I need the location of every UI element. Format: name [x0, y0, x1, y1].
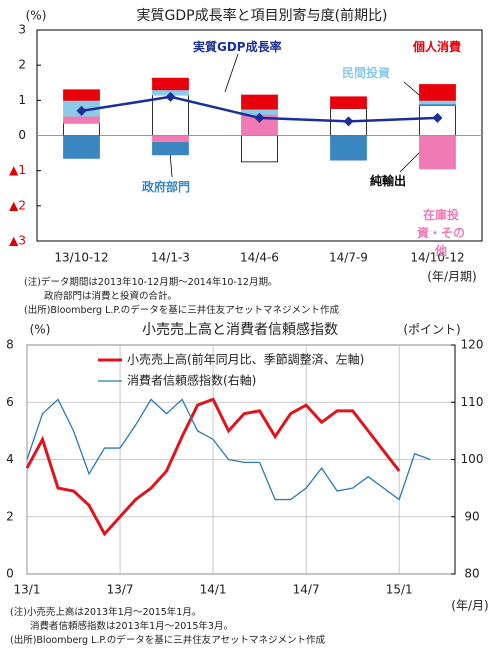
line-marker — [432, 112, 443, 123]
line-marker — [343, 116, 354, 127]
note: (注)小売売上高は2013年1月～2015年1月。 — [10, 607, 202, 618]
x-tick-label: 14/7-9 — [329, 251, 368, 265]
y-tick-label: 3 — [18, 23, 26, 37]
series-label: 在庫投資・その他 — [416, 208, 465, 258]
series-label: 政府部門 — [142, 180, 191, 194]
y-axis-label: (%) — [26, 9, 47, 23]
y2-tick-label: 120 — [461, 338, 484, 352]
x-axis-label: (年/月) — [451, 599, 488, 613]
y-tick-label: 2 — [18, 58, 26, 72]
y-tick-label: 6 — [6, 395, 14, 409]
chart-title: 実質GDP成長率と項目別寄与度(前期比) — [137, 7, 388, 24]
note: (出所)Bloomberg L.P.のデータを基に三井住友アセットマネジメント作… — [10, 635, 326, 646]
x-tick-label: 14/4-6 — [240, 251, 279, 265]
bar-segment — [419, 84, 456, 101]
y-tick-label: 4 — [6, 452, 14, 466]
bar-segment — [330, 135, 367, 161]
series-label: 純輸出 — [370, 174, 407, 188]
note: (出所)Bloomberg L.P.のデータを基に三井住友アセットマネジメント作… — [24, 305, 340, 316]
y-tick-label: 0 — [18, 128, 26, 142]
series-label: 個人消費 — [413, 40, 462, 54]
bar-segment — [63, 135, 100, 159]
series-label: 民間投資 — [342, 66, 391, 80]
x-tick-label: 13/7 — [107, 583, 134, 597]
line — [26, 398, 431, 501]
y2-tick-label: 90 — [464, 509, 479, 523]
y-tick-label: 8 — [6, 338, 14, 352]
bar-segment — [63, 89, 100, 101]
bar-segment — [63, 122, 100, 136]
bar-segment — [152, 142, 189, 156]
x-tick-label: 14/10-12 — [410, 251, 464, 265]
leader-line — [169, 151, 173, 178]
y-tick-label: 1 — [18, 93, 26, 107]
bar-segment — [63, 115, 100, 124]
bar-segment — [419, 135, 456, 170]
y-tick-label: ▲1 — [9, 163, 26, 177]
legend-label: 消費者信頼感指数(右軸) — [127, 373, 256, 388]
x-tick-label: 15/1 — [386, 583, 413, 597]
series-label: 実質GDP成長率 — [193, 40, 282, 54]
y2-axis-label: (ポイント) — [403, 323, 460, 337]
line-marker — [254, 112, 265, 123]
bar-segment — [330, 96, 367, 109]
x-axis-label: (年/月期) — [427, 270, 476, 284]
x-tick-label: 13/1 — [14, 583, 41, 597]
y-tick-label: ▲2 — [9, 198, 26, 212]
chart-title: 小売売上高と消費者信頼感指数 — [142, 321, 338, 338]
y-tick-label: ▲3 — [9, 234, 26, 248]
line-marker — [165, 91, 176, 102]
bar-segment — [241, 135, 278, 163]
bar-segment — [152, 77, 189, 91]
leader-line — [224, 53, 239, 93]
note: (注)データ期間は2013年10-12月期～2014年10-12月期。 — [24, 277, 278, 288]
x-tick-label: 13/10-12 — [54, 251, 108, 265]
y2-tick-label: 110 — [461, 395, 484, 409]
y2-tick-label: 100 — [461, 452, 484, 466]
y2-tick-label: 80 — [464, 567, 479, 581]
legend-label: 小売売上高(前年同月比、季節調整済、左軸) — [127, 352, 364, 367]
y-tick-label: 2 — [6, 509, 14, 523]
x-tick-label: 14/1 — [200, 583, 227, 597]
x-tick-label: 14/1-3 — [151, 251, 190, 265]
note: 政府部門は消費と投資の合計。 — [44, 291, 178, 302]
leader-lines — [169, 53, 431, 178]
line — [25, 397, 401, 537]
bar-segment — [241, 94, 278, 110]
y-axis-label: (%) — [30, 323, 51, 337]
bar-segment — [152, 135, 189, 143]
y-tick-label: 0 — [6, 567, 14, 581]
line-marker — [76, 105, 87, 116]
x-tick-label: 14/7 — [293, 583, 320, 597]
note: 消費者信頼感指数は2013年1月～2015年3月。 — [30, 621, 233, 632]
bar-segment — [419, 99, 456, 105]
